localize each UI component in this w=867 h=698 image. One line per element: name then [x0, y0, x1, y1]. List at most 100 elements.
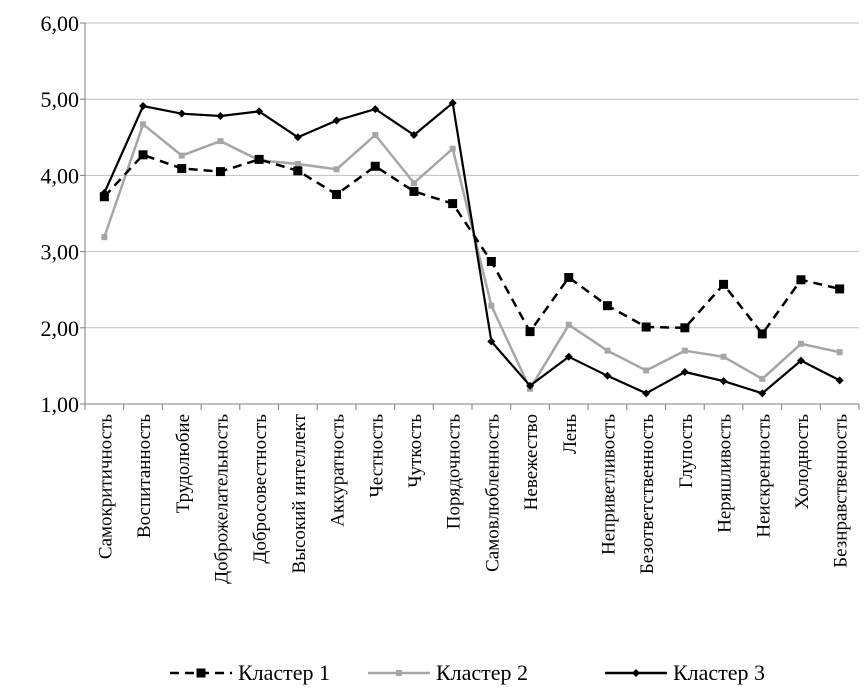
- data-point: [643, 367, 650, 374]
- data-point: [449, 145, 456, 152]
- data-point: [796, 275, 806, 285]
- data-point: [396, 670, 402, 676]
- data-point: [564, 352, 573, 361]
- data-point: [370, 161, 380, 171]
- series-line: [103, 101, 841, 395]
- data-point: [254, 154, 264, 164]
- y-tick-label: 1,00: [41, 392, 80, 417]
- data-point: [720, 353, 727, 360]
- data-point: [409, 186, 419, 196]
- series-group: [99, 99, 845, 398]
- data-point: [488, 302, 495, 309]
- data-point: [101, 234, 108, 241]
- data-point: [196, 668, 206, 678]
- data-point: [333, 166, 340, 173]
- data-point: [603, 371, 612, 380]
- x-tick-label: Холодность: [792, 414, 813, 510]
- x-tick-label: Самокритичность: [95, 414, 116, 559]
- legend-item-3: Кластер 3: [605, 660, 765, 685]
- data-point: [177, 164, 187, 174]
- y-tick-label: 6,00: [41, 11, 80, 36]
- data-point: [641, 322, 651, 332]
- legend-label: Кластер 3: [673, 660, 765, 685]
- series-3: [100, 99, 844, 398]
- data-point: [217, 138, 224, 145]
- data-point: [632, 669, 640, 677]
- x-tick-label: Трудолюбие: [173, 414, 194, 513]
- data-point: [293, 166, 303, 176]
- x-tick-label: Высокий интеллект: [289, 413, 310, 573]
- x-tick-label: Порядочность: [444, 414, 465, 530]
- x-tick-label: Аккуратность: [328, 414, 349, 527]
- y-tick-label: 5,00: [41, 87, 80, 112]
- x-tick-label: Неряшливость: [715, 414, 736, 533]
- data-point: [719, 279, 729, 289]
- y-tick-label: 3,00: [41, 240, 80, 265]
- series-line: [103, 153, 840, 336]
- x-tick-label: Неприветливость: [598, 414, 619, 555]
- data-point: [409, 131, 418, 140]
- data-point: [140, 121, 147, 128]
- data-point: [215, 167, 225, 177]
- legend-label: Кластер 1: [238, 660, 330, 685]
- data-point: [371, 105, 380, 114]
- data-point: [332, 189, 342, 199]
- data-point: [680, 367, 689, 376]
- y-tick-label: 4,00: [41, 163, 80, 188]
- data-point: [564, 273, 574, 283]
- x-tick-label: Добросовестность: [250, 414, 271, 564]
- data-point: [797, 340, 804, 347]
- data-point: [642, 389, 651, 398]
- data-point: [719, 377, 728, 386]
- data-point: [410, 180, 417, 187]
- data-point: [758, 389, 767, 398]
- y-tick-label: 2,00: [41, 316, 80, 341]
- data-point: [796, 356, 805, 365]
- data-point: [757, 329, 767, 339]
- x-tick-label: Чуткость: [405, 414, 426, 488]
- data-point: [525, 327, 535, 337]
- series-line: [103, 123, 840, 391]
- data-point: [177, 109, 186, 118]
- x-tick-label: Неискренность: [753, 414, 774, 538]
- x-tick-label: Безнравственность: [831, 414, 852, 568]
- data-point: [294, 160, 301, 167]
- data-point: [604, 347, 611, 354]
- gridlines: [85, 22, 859, 329]
- data-point: [178, 152, 185, 159]
- legend-item-1: Кластер 1: [170, 660, 330, 685]
- data-point: [372, 132, 379, 139]
- data-point: [681, 347, 688, 354]
- data-point: [448, 99, 457, 108]
- data-point: [216, 111, 225, 120]
- x-tick-label: Доброжелательность: [211, 414, 232, 584]
- data-point: [487, 337, 496, 346]
- series-2: [101, 121, 843, 392]
- legend: Кластер 1 Кластер 2 Кластер 3: [170, 660, 765, 685]
- data-point: [680, 323, 690, 333]
- data-point: [255, 107, 264, 116]
- data-point: [448, 199, 458, 209]
- data-point: [835, 284, 845, 294]
- data-point: [836, 349, 843, 356]
- data-point: [759, 375, 766, 382]
- x-tick-label: Лень: [560, 414, 581, 454]
- data-point: [332, 116, 341, 125]
- series-1: [99, 150, 845, 339]
- x-tick-label: Невежество: [521, 414, 542, 510]
- x-tick-label: Безответственность: [637, 414, 658, 574]
- x-tick-label: Самовлюбленность: [482, 414, 503, 572]
- data-point: [293, 133, 302, 142]
- data-point: [100, 188, 109, 197]
- data-point: [602, 301, 612, 311]
- data-point: [526, 381, 535, 390]
- axes: [80, 22, 860, 410]
- x-tick-label: Глупость: [676, 414, 697, 488]
- legend-item-2: Кластер 2: [368, 660, 528, 685]
- tick-labels: 1,00 2,00 3,00 4,00 5,00 6,00 Самокритичность В…: [41, 11, 852, 584]
- data-point: [486, 257, 496, 267]
- x-tick-label: Воспитанность: [134, 414, 155, 538]
- legend-label: Кластер 2: [436, 660, 528, 685]
